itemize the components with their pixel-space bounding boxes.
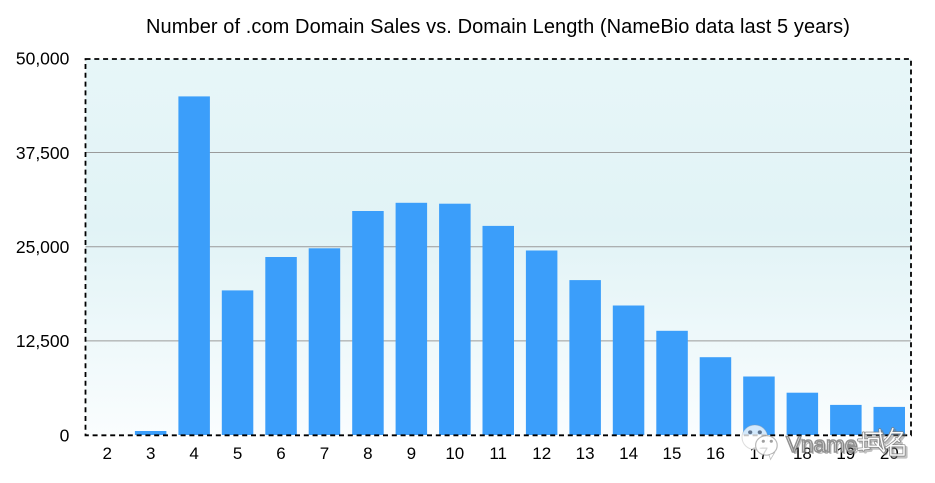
svg-text:12,500: 12,500 [16,331,70,351]
svg-text:50,000: 50,000 [16,49,70,69]
svg-text:9: 9 [407,444,416,463]
svg-text:5: 5 [233,444,242,463]
svg-text:14: 14 [619,444,638,463]
svg-text:12: 12 [532,444,551,463]
svg-text:0: 0 [60,425,70,445]
svg-text:10: 10 [445,444,464,463]
svg-text:3: 3 [146,444,155,463]
svg-text:37,500: 37,500 [16,143,70,163]
svg-text:19: 19 [836,444,855,463]
svg-text:2: 2 [102,444,111,463]
svg-text:7: 7 [320,444,329,463]
svg-text:16: 16 [706,444,725,463]
svg-text:4: 4 [189,444,198,463]
svg-text:18: 18 [793,444,812,463]
svg-text:Vname: Vname [788,434,859,459]
svg-text:25,000: 25,000 [16,237,70,257]
svg-text:6: 6 [276,444,285,463]
svg-text:Number of .com Domain Sales vs: Number of .com Domain Sales vs. Domain L… [146,16,850,38]
svg-text:11: 11 [489,444,507,463]
svg-text:13: 13 [576,444,595,463]
svg-text:15: 15 [663,444,682,463]
svg-text:8: 8 [363,444,372,463]
svg-text:Vname: Vname [786,432,857,457]
